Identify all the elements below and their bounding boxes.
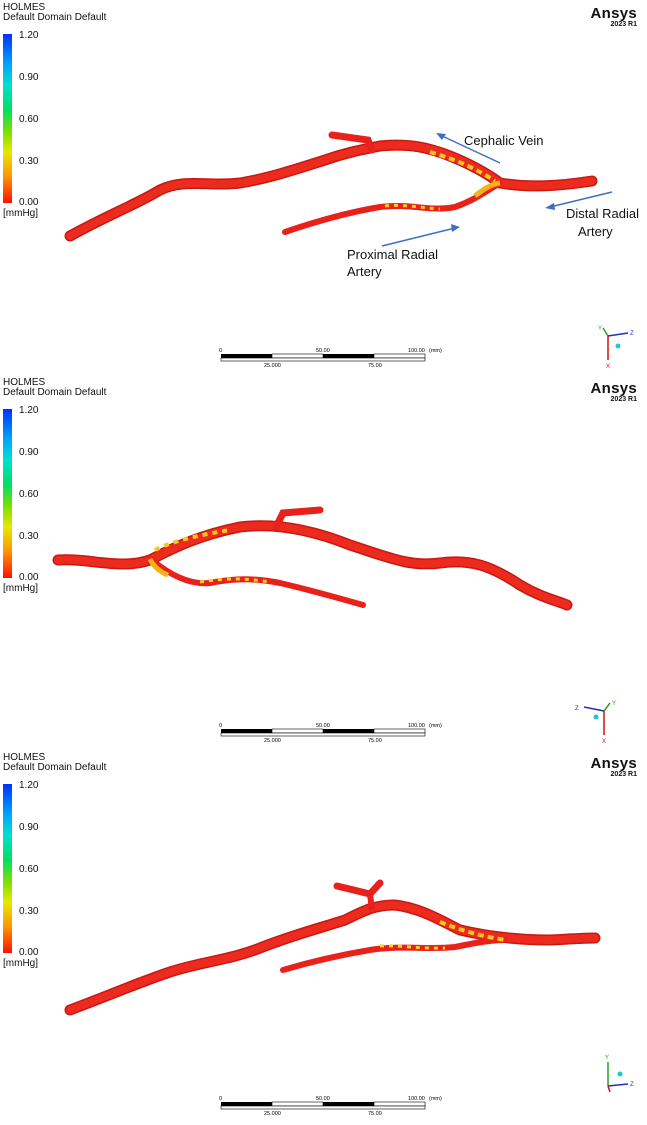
legend-unit: [mmHg]: [3, 583, 38, 594]
label-proximal-radial-1: Proximal Radial: [347, 247, 439, 262]
legend-tick: 0.00: [19, 947, 39, 958]
scale-unit: (mm): [429, 348, 442, 354]
legend-tick: 0.30: [19, 156, 39, 167]
label-distal-radial-1: Distal Radial: [566, 206, 639, 221]
color-legend-bar: [3, 34, 12, 203]
viewport-panel-3[interactable]: HOLMES Default Domain Default Ansys 2023…: [0, 750, 647, 1125]
scale-bar: 0 50.00 100.00 (mm) 25.000 75.00: [218, 1093, 458, 1117]
legend-tick: 1.20: [19, 30, 39, 41]
result-title: HOLMES: [3, 752, 46, 763]
legend-tick: 0.00: [19, 197, 39, 208]
legend-tick: 0.90: [19, 447, 39, 458]
axis-z-label: Z: [575, 706, 579, 712]
scale-unit: (mm): [429, 1096, 442, 1102]
ansys-logo: Ansys 2023 R1: [590, 755, 637, 778]
viewport-panel-2[interactable]: HOLMES Default Domain Default Ansys 2023…: [0, 375, 647, 750]
legend-unit: [mmHg]: [3, 208, 38, 219]
legend-tick: 0.60: [19, 489, 39, 500]
legend-tick: 1.20: [19, 780, 39, 791]
scale-label: 50.00: [316, 1096, 330, 1102]
label-proximal-radial-2: Artery: [347, 264, 382, 279]
result-subtitle: Default Domain Default: [3, 762, 107, 773]
scale-bar: 0 50.00 100.00 (mm) 25.000 75.00: [218, 345, 458, 369]
scale-label: 25.000: [264, 363, 281, 369]
axis-x-label: X: [606, 364, 610, 370]
scale-label: 25.000: [264, 738, 281, 744]
scale-label: 0: [219, 1096, 222, 1102]
brand-version: 2023 R1: [610, 396, 637, 403]
vessel-render[interactable]: [0, 0, 647, 375]
legend-tick: 0.60: [19, 114, 39, 125]
scale-label: 100.00: [408, 348, 425, 354]
scale-label: 0: [219, 723, 222, 729]
scale-label: 100.00: [408, 1096, 425, 1102]
axis-z-label: Z: [630, 1082, 634, 1088]
color-legend-bar: [3, 784, 12, 953]
ansys-logo: Ansys 2023 R1: [590, 380, 637, 403]
axis-triad: Y Z X: [598, 326, 634, 370]
axis-y-label: Y: [605, 1055, 609, 1061]
result-title: HOLMES: [3, 377, 46, 388]
brand-version: 2023 R1: [610, 21, 637, 28]
axis-z-label: Z: [630, 331, 634, 337]
result-subtitle: Default Domain Default: [3, 12, 107, 23]
legend-tick: 0.00: [19, 572, 39, 583]
legend-tick: 1.20: [19, 405, 39, 416]
legend-tick: 0.60: [19, 864, 39, 875]
scale-label: 50.00: [316, 723, 330, 729]
scale-label: 0: [219, 348, 222, 354]
legend-tick: 0.30: [19, 906, 39, 917]
scale-label: 100.00: [408, 723, 425, 729]
color-legend-bar: [3, 409, 12, 578]
viewport-panel-1[interactable]: HOLMES Default Domain Default Ansys 2023…: [0, 0, 647, 375]
brand-name: Ansys: [590, 755, 637, 772]
axis-triad: Y Z X: [575, 701, 616, 745]
axis-y-label: Y: [612, 701, 616, 707]
legend-tick: 0.30: [19, 531, 39, 542]
ansys-logo: Ansys 2023 R1: [590, 5, 637, 28]
brand-name: Ansys: [590, 380, 637, 397]
legend-unit: [mmHg]: [3, 958, 38, 969]
brand-version: 2023 R1: [610, 771, 637, 778]
vessel-render[interactable]: [0, 375, 647, 750]
scale-bar: 0 50.00 100.00 (mm) 25.000 75.00: [218, 720, 458, 744]
result-title: HOLMES: [3, 2, 46, 13]
label-distal-radial-2: Artery: [578, 224, 613, 239]
axis-y-label: Y: [598, 326, 602, 332]
brand-name: Ansys: [590, 5, 637, 22]
scale-label: 75.00: [368, 1111, 382, 1117]
legend-tick: 0.90: [19, 822, 39, 833]
scale-label: 25.000: [264, 1111, 281, 1117]
scale-label: 75.00: [368, 738, 382, 744]
axis-x-label: X: [602, 739, 606, 745]
legend-tick: 0.90: [19, 72, 39, 83]
vessel-render[interactable]: [0, 750, 647, 1125]
scale-label: 50.00: [316, 348, 330, 354]
scale-unit: (mm): [429, 723, 442, 729]
result-subtitle: Default Domain Default: [3, 387, 107, 398]
scale-label: 75.00: [368, 363, 382, 369]
axis-triad: Y Z: [605, 1055, 634, 1093]
label-cephalic-vein: Cephalic Vein: [464, 133, 544, 148]
